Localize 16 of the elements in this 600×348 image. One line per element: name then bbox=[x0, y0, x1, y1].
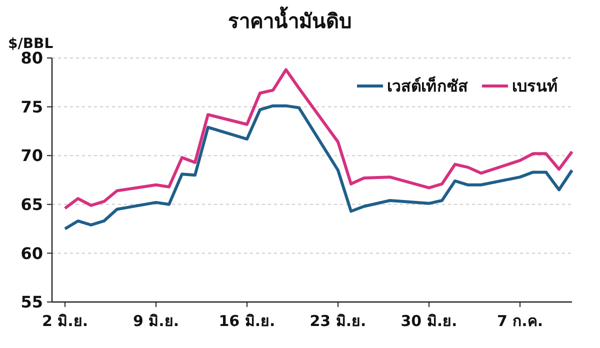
y-tick-label: 75 bbox=[20, 97, 43, 116]
y-tick-label: 55 bbox=[20, 292, 43, 312]
y-tick-label: 65 bbox=[20, 195, 43, 214]
x-tick-label: 2 มิ.ย. bbox=[42, 312, 88, 330]
x-tick-label: 7 ก.ค. bbox=[496, 312, 544, 330]
line-series bbox=[64, 104, 574, 230]
legend-label: เวสต์เท็กซัส bbox=[387, 74, 468, 96]
x-tick-label: 16 มิ.ย. bbox=[218, 312, 276, 330]
y-tick-label: 60 bbox=[20, 244, 43, 263]
line-series bbox=[64, 68, 574, 210]
y-tick-label: 70 bbox=[20, 146, 43, 166]
x-tick-label: 30 มิ.ย. bbox=[400, 312, 458, 330]
legend-label: เบรนท์ bbox=[512, 76, 558, 96]
x-tick-label: 9 มิ.ย. bbox=[132, 312, 180, 330]
chart-title: ราคาน้ำมันดิบ bbox=[228, 6, 352, 33]
x-tick-label: 23 มิ.ย. bbox=[310, 312, 366, 330]
